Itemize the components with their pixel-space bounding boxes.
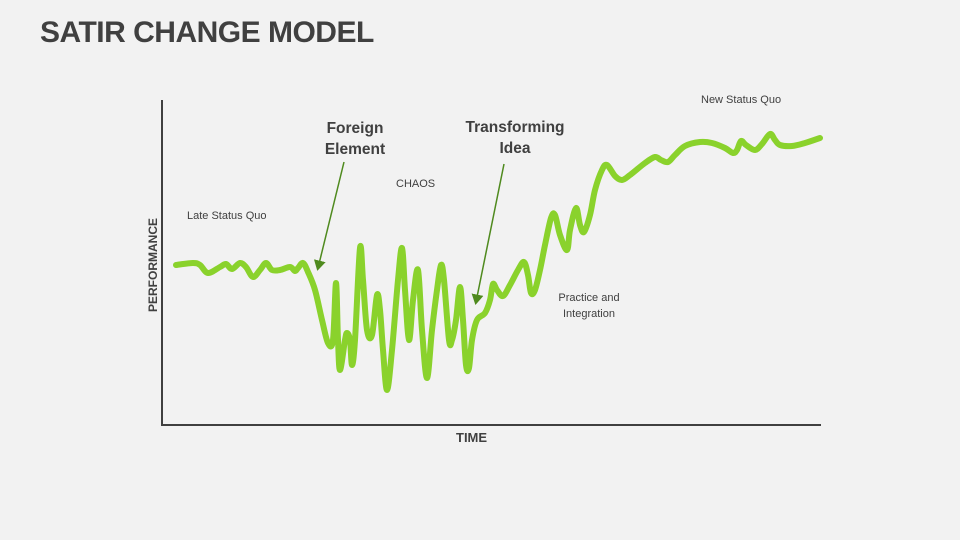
foreign-element-label: Foreign Element <box>310 118 400 160</box>
foreign-element-arrow <box>313 161 345 271</box>
new-status-quo-label: New Status Quo <box>701 94 782 106</box>
practice-line2: Integration <box>563 308 615 320</box>
transforming-idea-label: Transforming Idea <box>455 117 575 159</box>
practice-integration-label: Practice and Integration <box>550 290 628 322</box>
slide-title: SATIR CHANGE MODEL <box>40 16 374 49</box>
transforming-idea-line2: Idea <box>499 140 531 157</box>
y-axis-label: PERFORMANCE <box>146 217 160 313</box>
foreign-element-line2: Element <box>324 141 386 158</box>
x-axis-label: TIME <box>456 430 488 445</box>
performance-curve <box>173 130 823 393</box>
practice-line1: Practice and <box>558 292 620 304</box>
transforming-idea-arrow <box>471 163 505 305</box>
chaos-label: CHAOS <box>396 178 436 190</box>
transforming-idea-line1: Transforming <box>465 119 565 136</box>
foreign-element-line1: Foreign <box>326 120 384 137</box>
late-status-quo-label: Late Status Quo <box>187 210 267 222</box>
